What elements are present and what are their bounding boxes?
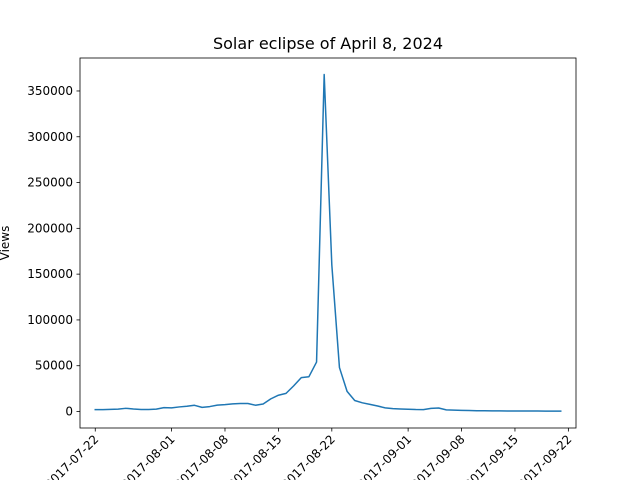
x-tick-label: 2017-08-01 bbox=[118, 432, 177, 480]
x-tick-label: 2017-09-15 bbox=[462, 432, 521, 480]
chart-title: Solar eclipse of April 8, 2024 bbox=[213, 34, 443, 53]
x-tick-label: 2017-09-22 bbox=[515, 432, 574, 480]
x-tick-label: 2017-09-08 bbox=[408, 432, 467, 480]
x-tick-label: 2017-09-01 bbox=[355, 432, 414, 480]
x-tick-label: 2017-07-22 bbox=[42, 432, 101, 480]
y-tick-label: 250000 bbox=[27, 176, 73, 190]
y-tick-label: 0 bbox=[65, 405, 73, 419]
axes-frame bbox=[80, 58, 576, 428]
x-tick-label: 2017-08-15 bbox=[225, 432, 284, 480]
plot-area: 0 50000 100000 150000 200000 250000 300000 3500… bbox=[27, 58, 576, 480]
y-tick-label: 300000 bbox=[27, 130, 73, 144]
y-tick-label: 150000 bbox=[27, 267, 73, 281]
y-tick-label: 350000 bbox=[27, 84, 73, 98]
x-tick-label: 2017-08-22 bbox=[279, 432, 338, 480]
y-axis-label: Views bbox=[0, 226, 12, 261]
series-line-0 bbox=[95, 74, 560, 411]
y-tick-label: 100000 bbox=[27, 313, 73, 327]
y-tick-label: 50000 bbox=[35, 359, 73, 373]
y-tick-label: 200000 bbox=[27, 221, 73, 235]
x-tick-label: 2017-08-08 bbox=[172, 432, 231, 480]
